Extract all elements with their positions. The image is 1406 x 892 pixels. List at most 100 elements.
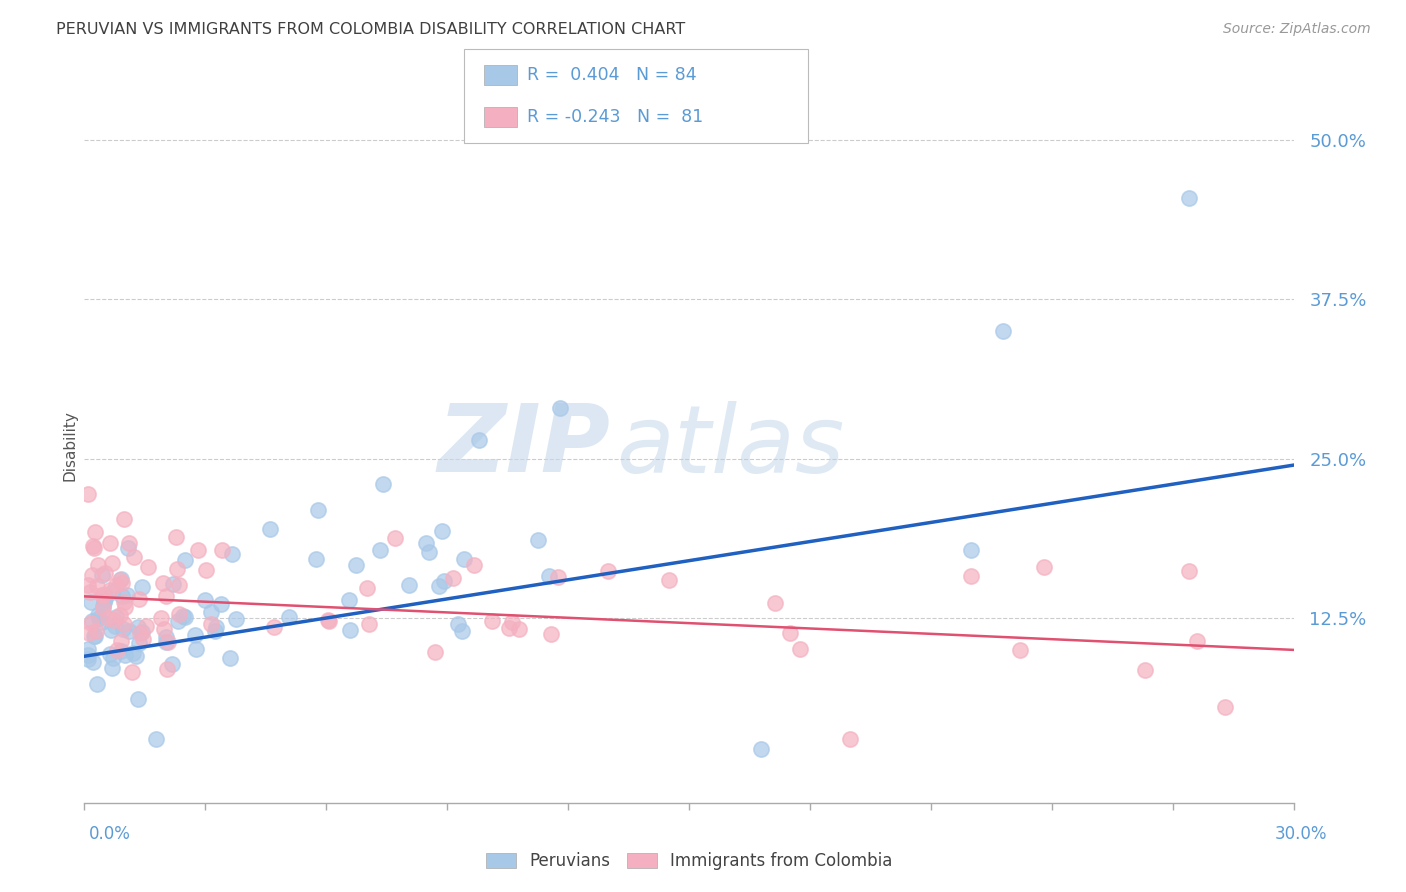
Point <box>537 568 560 582</box>
Point <box>398 578 420 592</box>
Point <box>108 574 131 588</box>
Text: R =  0.404   N = 84: R = 0.404 N = 84 <box>527 66 697 84</box>
Point <box>91 588 114 602</box>
Point <box>105 578 128 592</box>
Point <box>87 558 110 572</box>
Point <box>145 731 167 746</box>
Point <box>100 535 122 549</box>
Point <box>548 401 571 415</box>
Point <box>112 617 135 632</box>
Point <box>135 619 157 633</box>
Point <box>263 620 285 634</box>
Point <box>84 629 107 643</box>
Point <box>169 607 191 621</box>
Point <box>763 596 786 610</box>
Point <box>463 558 485 572</box>
Point <box>131 632 153 646</box>
Point <box>368 543 391 558</box>
Point <box>80 595 103 609</box>
Point <box>77 648 100 663</box>
Point <box>100 582 122 597</box>
Point <box>415 535 437 549</box>
Point <box>111 575 134 590</box>
Point <box>468 433 491 447</box>
Point <box>90 568 112 582</box>
Point <box>91 601 114 615</box>
Point <box>155 662 177 676</box>
Point <box>112 622 135 636</box>
Point <box>166 562 188 576</box>
Point <box>451 624 474 638</box>
Point <box>508 622 530 636</box>
Point <box>316 613 339 627</box>
Text: Source: ZipAtlas.com: Source: ZipAtlas.com <box>1223 22 1371 37</box>
Point <box>1010 643 1032 657</box>
Point <box>162 576 184 591</box>
Point <box>83 541 105 556</box>
Point <box>101 556 124 570</box>
Point <box>441 572 464 586</box>
Point <box>91 588 114 602</box>
Point <box>110 607 132 622</box>
Point <box>598 564 620 578</box>
Point <box>789 641 811 656</box>
Point <box>93 591 115 606</box>
Point <box>339 623 361 637</box>
Text: R = -0.243   N =  81: R = -0.243 N = 81 <box>527 108 703 126</box>
Point <box>87 608 110 623</box>
Point <box>101 585 124 599</box>
Point <box>427 579 450 593</box>
Point <box>98 647 121 661</box>
Point <box>157 635 180 649</box>
Point <box>219 651 242 665</box>
Point <box>110 643 132 657</box>
Point <box>205 620 228 634</box>
Point <box>357 617 380 632</box>
Text: ZIP: ZIP <box>437 400 610 492</box>
Point <box>118 624 141 639</box>
Point <box>779 626 801 640</box>
Point <box>384 531 406 545</box>
Point <box>77 652 100 666</box>
Point <box>125 648 148 663</box>
Point <box>172 608 194 623</box>
Point <box>127 620 149 634</box>
Point <box>225 612 247 626</box>
Text: 30.0%: 30.0% <box>1275 825 1327 843</box>
Point <box>547 570 569 584</box>
Point <box>167 578 190 592</box>
Point <box>221 547 243 561</box>
Point <box>204 624 226 638</box>
Point <box>103 613 125 627</box>
Point <box>200 605 222 619</box>
Point <box>155 589 177 603</box>
Point <box>155 630 177 644</box>
Point <box>1177 564 1199 578</box>
Point <box>165 530 187 544</box>
Point <box>122 549 145 564</box>
Point <box>112 512 135 526</box>
Point <box>136 559 159 574</box>
Point <box>194 593 217 607</box>
Text: 0.0%: 0.0% <box>89 825 131 843</box>
Point <box>128 626 150 640</box>
Point <box>356 581 378 595</box>
Point <box>318 614 340 628</box>
Point <box>111 589 134 603</box>
Point <box>82 568 104 582</box>
Point <box>79 625 101 640</box>
Point <box>121 646 143 660</box>
Point <box>184 628 207 642</box>
Point <box>97 611 120 625</box>
Point <box>94 566 117 581</box>
Point <box>131 624 153 639</box>
Point <box>91 599 114 614</box>
Point <box>93 589 115 603</box>
Point <box>82 655 104 669</box>
Point <box>371 477 394 491</box>
Point <box>307 502 329 516</box>
Point <box>184 642 207 657</box>
Point <box>501 615 523 629</box>
Point <box>131 580 153 594</box>
Point <box>127 692 149 706</box>
